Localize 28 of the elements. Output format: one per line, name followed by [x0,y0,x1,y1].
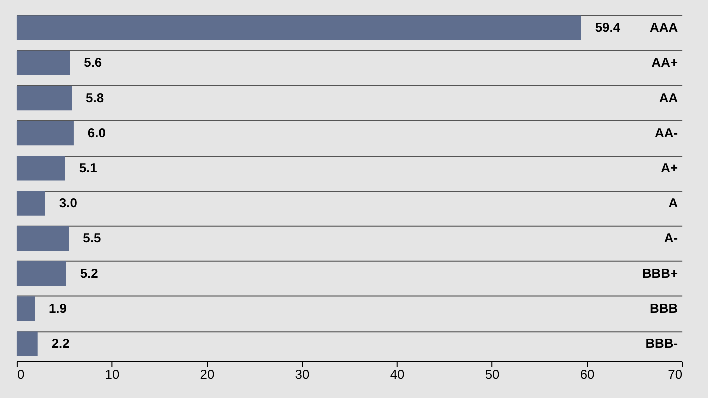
x-tick-label: 40 [390,366,405,382]
y-tick-label: A [668,196,679,211]
y-tick-label: A+ [661,160,679,176]
x-tick-label: 70 [668,366,683,382]
data-label: 5.1 [79,160,98,176]
data-label: 59.4 [595,20,622,36]
data-label: 5.6 [84,55,102,70]
y-tick-label: BBB- [646,336,678,351]
y-tick-label: AA- [655,125,678,140]
x-tick-label: 60 [580,366,595,382]
y-tick-label: A- [664,230,678,246]
y-tick-label: AA+ [652,55,679,70]
y-tick-label: BBB+ [642,266,679,281]
y-tick-label: BBB [650,300,678,316]
data-label: 5.8 [86,90,104,106]
data-label: 3.0 [59,196,78,211]
x-tick-label: 50 [485,366,500,382]
data-label: 5.2 [80,266,98,281]
data-label: 2.2 [52,336,70,351]
x-tick-label: 20 [200,366,215,382]
data-label: 5.5 [83,230,102,246]
x-tick-label: 0 [17,366,25,382]
x-tick-label: 10 [105,366,120,382]
data-label: 6.0 [88,125,106,140]
data-label: 1.9 [48,300,67,316]
y-tick-label: AA [659,90,679,106]
x-tick-label: 30 [295,366,310,382]
y-tick-label: AAA [650,20,679,36]
